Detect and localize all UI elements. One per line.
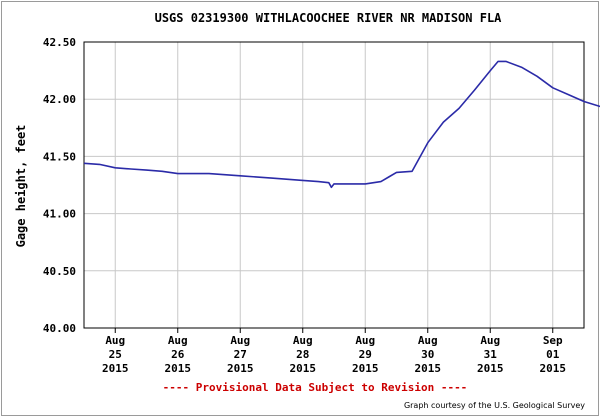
x-tick-month: Aug xyxy=(230,334,250,347)
x-tick-month: Aug xyxy=(418,334,438,347)
y-tick-label: 42.50 xyxy=(43,36,76,49)
x-tick-day: 27 xyxy=(234,348,247,361)
x-tick-day: 01 xyxy=(546,348,560,361)
usgs-credit: Graph courtesy of the U.S. Geological Su… xyxy=(404,401,585,410)
x-tick-day: 25 xyxy=(109,348,122,361)
x-tick-day: 28 xyxy=(296,348,309,361)
x-tick-year: 2015 xyxy=(290,362,317,375)
y-tick-label: 42.00 xyxy=(43,93,76,106)
x-tick-year: 2015 xyxy=(227,362,254,375)
x-tick-day: 30 xyxy=(421,348,434,361)
chart-title: USGS 02319300 WITHLACOOCHEE RIVER NR MAD… xyxy=(155,11,503,25)
y-tick-label: 40.50 xyxy=(43,265,76,278)
y-axis-label: Gage height, feet xyxy=(14,125,28,248)
x-tick-month: Sep xyxy=(543,334,563,347)
y-tick-labels: 42.50 42.00 41.50 41.00 40.50 40.00 xyxy=(43,36,76,335)
x-tick-year: 2015 xyxy=(102,362,129,375)
x-tick-day: 29 xyxy=(359,348,372,361)
x-tick-year: 2015 xyxy=(415,362,442,375)
series-line-gage-height xyxy=(83,60,600,189)
x-tick-day: 26 xyxy=(171,348,185,361)
y-tick-label: 41.50 xyxy=(43,150,76,163)
x-tick-month: Aug xyxy=(293,334,313,347)
x-tick-month: Aug xyxy=(480,334,500,347)
x-tick-year: 2015 xyxy=(352,362,379,375)
x-tick-month: Aug xyxy=(355,334,375,347)
x-tick-day: 31 xyxy=(484,348,498,361)
x-tick-year: 2015 xyxy=(165,362,192,375)
x-tick-year: 2015 xyxy=(477,362,504,375)
x-tick-month: Aug xyxy=(105,334,125,347)
y-tick-label: 40.00 xyxy=(43,322,76,335)
x-tick-year: 2015 xyxy=(540,362,567,375)
provisional-data-note: ---- Provisional Data Subject to Revisio… xyxy=(163,381,468,394)
y-tick-label: 41.00 xyxy=(43,208,76,221)
plot-area xyxy=(83,41,585,329)
x-tick-labels: Aug252015Aug262015Aug272015Aug282015Aug2… xyxy=(102,328,566,375)
x-tick-month: Aug xyxy=(168,334,188,347)
